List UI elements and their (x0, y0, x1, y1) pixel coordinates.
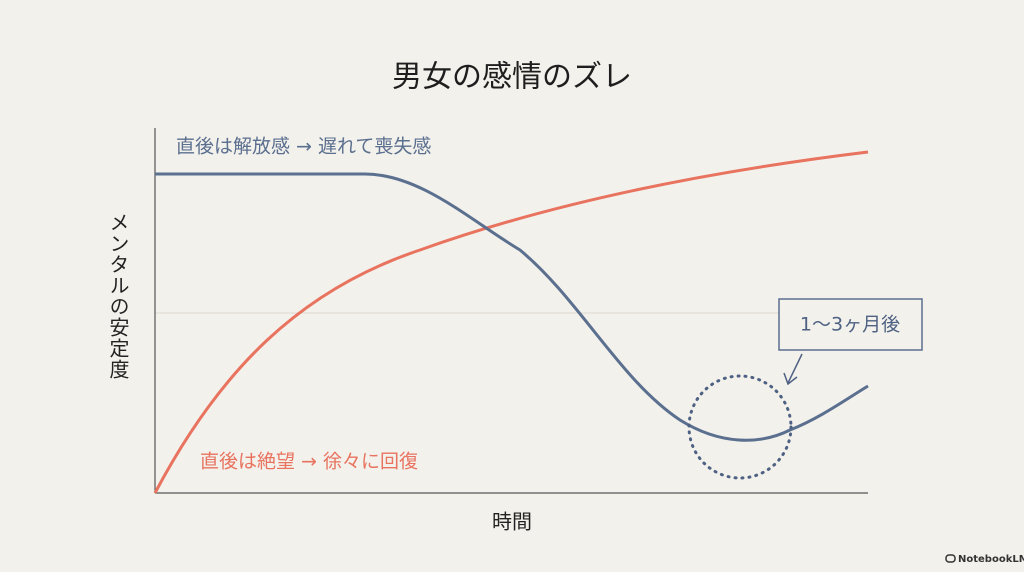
red-label: 直後は絶望 → 徐々に回復 (200, 451, 418, 473)
chart-title: 男女の感情のズレ (392, 60, 632, 95)
callout-text: 1〜3ヶ月後 (800, 314, 900, 336)
callout-arrow (787, 353, 803, 384)
logo-icon (945, 554, 956, 563)
highlight-circle (687, 374, 793, 480)
blue-label: 直後は解放感 → 遅れて喪失感 (176, 136, 431, 158)
callout-box (778, 298, 923, 351)
red-curve (153, 150, 869, 494)
arrow-head (783, 372, 798, 386)
watermark: NotebookLM (958, 554, 1024, 565)
y-axis-label: メンタルの安定度 (106, 212, 130, 380)
x-axis-label: 時間 (492, 510, 532, 534)
blue-curve (155, 172, 869, 442)
